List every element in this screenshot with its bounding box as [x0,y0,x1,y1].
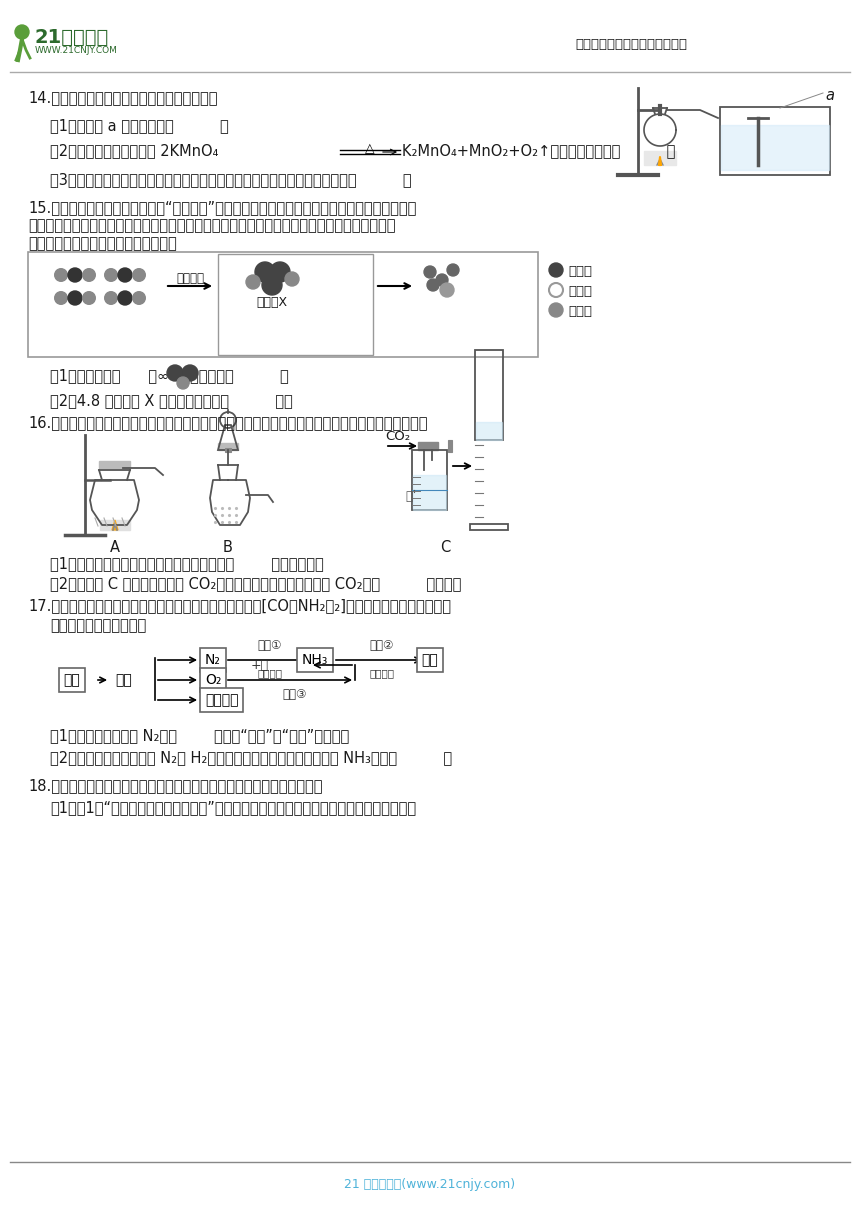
Text: （2）请用化学方程式表示 N₂和 H₂在一定条件下通过化合反应转化成 NH₃的过程          。: （2）请用化学方程式表示 N₂和 H₂在一定条件下通过化合反应转化成 NH₃的过… [50,750,452,765]
Bar [475,350,503,440]
Circle shape [177,377,189,389]
Text: 其他气体: 其他气体 [205,693,238,706]
Text: N₂: N₂ [205,653,221,668]
Text: A: A [110,540,120,554]
Circle shape [549,263,563,277]
Text: （1）图1是“测定空中氧气含量的实验”，待红磷充分燃烧，火焏息灌后，充分冷却，打开止: （1）图1是“测定空中氧气含量的实验”，待红磷充分燃烧，火焏息灌后，充分冷却，打… [50,800,416,815]
Bar [644,151,676,165]
Text: 反应②: 反应② [369,638,394,652]
Circle shape [167,365,183,381]
Text: C: C [439,540,450,554]
Text: 反应①: 反应① [258,638,282,652]
Circle shape [440,283,454,297]
Bar [413,475,446,510]
Text: （2）反应的化学方程式为 2KMnO₄: （2）反应的化学方程式为 2KMnO₄ [50,143,218,158]
Text: 请按要求回答下列问题。: 请按要求回答下列问题。 [50,618,146,634]
Circle shape [182,365,198,381]
Text: K₂MnO₄+MnO₂+O₂↑，该反应的类型为          。: K₂MnO₄+MnO₂+O₂↑，该反应的类型为 。 [402,143,675,158]
Text: （2）用装置 C 测得反应生成的 CO₂体积比理论値小，原因可能是 CO₂具有          的性质。: （2）用装置 C 测得反应生成的 CO₂体积比理论値小，原因可能是 CO₂具有 … [50,576,461,591]
Circle shape [424,266,436,278]
Circle shape [427,278,439,291]
Text: 氢原子: 氢原子 [568,285,592,298]
Circle shape [83,269,95,281]
Bar [28,252,538,358]
Text: WWW.21CNJY.COM: WWW.21CNJY.COM [35,46,118,55]
Circle shape [132,292,145,304]
Text: +煤: +煤 [251,659,269,672]
Text: 一定条件: 一定条件 [176,272,204,285]
Bar [100,520,130,530]
Text: CO₂: CO₂ [385,430,410,443]
Bar [418,441,438,450]
Circle shape [83,292,95,304]
Circle shape [105,292,117,304]
Text: 21世纪教育: 21世纪教育 [35,28,109,47]
Text: 17.空气是宝贵的自然资源，如图是以空气为原料合成尿素[CO（NH₂）₂]的流程（部分产物略去）。: 17.空气是宝贵的自然资源，如图是以空气为原料合成尿素[CO（NH₂）₂]的流程… [28,598,451,613]
Polygon shape [112,520,118,530]
Text: △: △ [366,142,375,154]
Text: a: a [825,88,834,103]
Bar [470,524,508,530]
Bar [720,107,830,175]
Text: （1）装置中 a 仪器的名称是          。: （1）装置中 a 仪器的名称是 。 [50,118,229,133]
Bar [412,450,447,510]
Bar [476,422,502,440]
Text: （3）实验结束时，若没有把导管移出水面，就息灌酒精灯，可能导致的后果是          。: （3）实验结束时，若没有把导管移出水面，就息灌酒精灯，可能导致的后果是 。 [50,171,412,187]
Text: O₂: O₂ [205,672,221,687]
Text: 空气: 空气 [64,672,80,687]
Circle shape [105,269,117,281]
Circle shape [285,272,299,286]
Circle shape [68,268,82,282]
Bar [225,447,231,452]
Text: 高温高压: 高温高压 [369,668,394,679]
Text: （1）实验室制取二氧化碳的发生装置可以选择        （填字母）。: （1）实验室制取二氧化碳的发生装置可以选择 （填字母）。 [50,556,323,572]
Text: （2）4.8 克有机物 X 中碳元素的质量为          克。: （2）4.8 克有机物 X 中碳元素的质量为 克。 [50,393,292,409]
Text: （1）液态空气分离出 N₂属于        （选填“物理”或“化学”）变化。: （1）液态空气分离出 N₂属于 （选填“物理”或“化学”）变化。 [50,728,349,743]
Circle shape [55,269,67,281]
Circle shape [262,275,282,295]
Circle shape [255,261,275,282]
Bar [99,461,130,468]
Bar [721,125,829,170]
Circle shape [436,274,448,286]
Text: 中小学教育资源及组卷应用平台: 中小学教育资源及组卷应用平台 [575,38,687,51]
Circle shape [549,303,563,317]
Circle shape [270,261,290,282]
Circle shape [132,269,145,281]
Text: 16.科学是一门以实验为基础的学科，以下是实验室制取、收集、测量气体体积的常用装置。请回答。: 16.科学是一门以实验为基础的学科，以下是实验室制取、收集、测量气体体积的常用装… [28,415,427,430]
Circle shape [447,264,459,276]
Text: 尿素: 尿素 [421,653,439,668]
Text: 碳原子: 碳原子 [568,265,592,278]
Circle shape [118,291,132,305]
Text: 分离: 分离 [115,672,132,687]
Text: 一定条件: 一定条件 [257,668,282,679]
Text: 的马延和团队，在实验室中首次实现从二氧化碳到淠粉分子的全合成。如图为人工合成淠粉过程: 的马延和团队，在实验室中首次实现从二氧化碳到淠粉分子的全合成。如图为人工合成淠粉… [28,218,396,233]
Bar [218,443,238,450]
Text: 21 世纪教育网(www.21cnjy.com): 21 世纪教育网(www.21cnjy.com) [345,1178,515,1190]
Bar [448,440,452,452]
Circle shape [246,275,260,289]
Text: B: B [223,540,233,554]
Circle shape [68,291,82,305]
Bar [218,254,373,355]
Text: 水: 水 [405,490,412,503]
Text: 中第一步反应的微观示意图。请回答。: 中第一步反应的微观示意图。请回答。 [28,236,177,250]
Text: 18.利用大气压原理解释现象时，小科同学经分析后概括出以下思维模型。: 18.利用大气压原理解释现象时，小科同学经分析后概括出以下思维模型。 [28,778,322,793]
Text: 氧原子: 氧原子 [568,305,592,319]
Text: NH₃: NH₃ [302,653,329,668]
Circle shape [55,292,67,304]
Text: 反应③: 反应③ [283,688,307,700]
Text: 15.二氧化碳人工合成淠粉，让靠“喝西北风”活着成为可能。来自中科院天津工业生物技术研究所: 15.二氧化碳人工合成淠粉，让靠“喝西北风”活着成为可能。来自中科院天津工业生物… [28,199,416,215]
Text: 14.实验室常用高锄酸钒制取氧气，装置如图。: 14.实验室常用高锄酸钒制取氧气，装置如图。 [28,90,218,105]
Text: 有机物X: 有机物X [256,295,287,309]
Circle shape [118,268,132,282]
Text: （1）参加反应的      和∞∞分子个数比为          。: （1）参加反应的 和∞∞分子个数比为 。 [50,368,289,383]
Circle shape [15,26,29,39]
